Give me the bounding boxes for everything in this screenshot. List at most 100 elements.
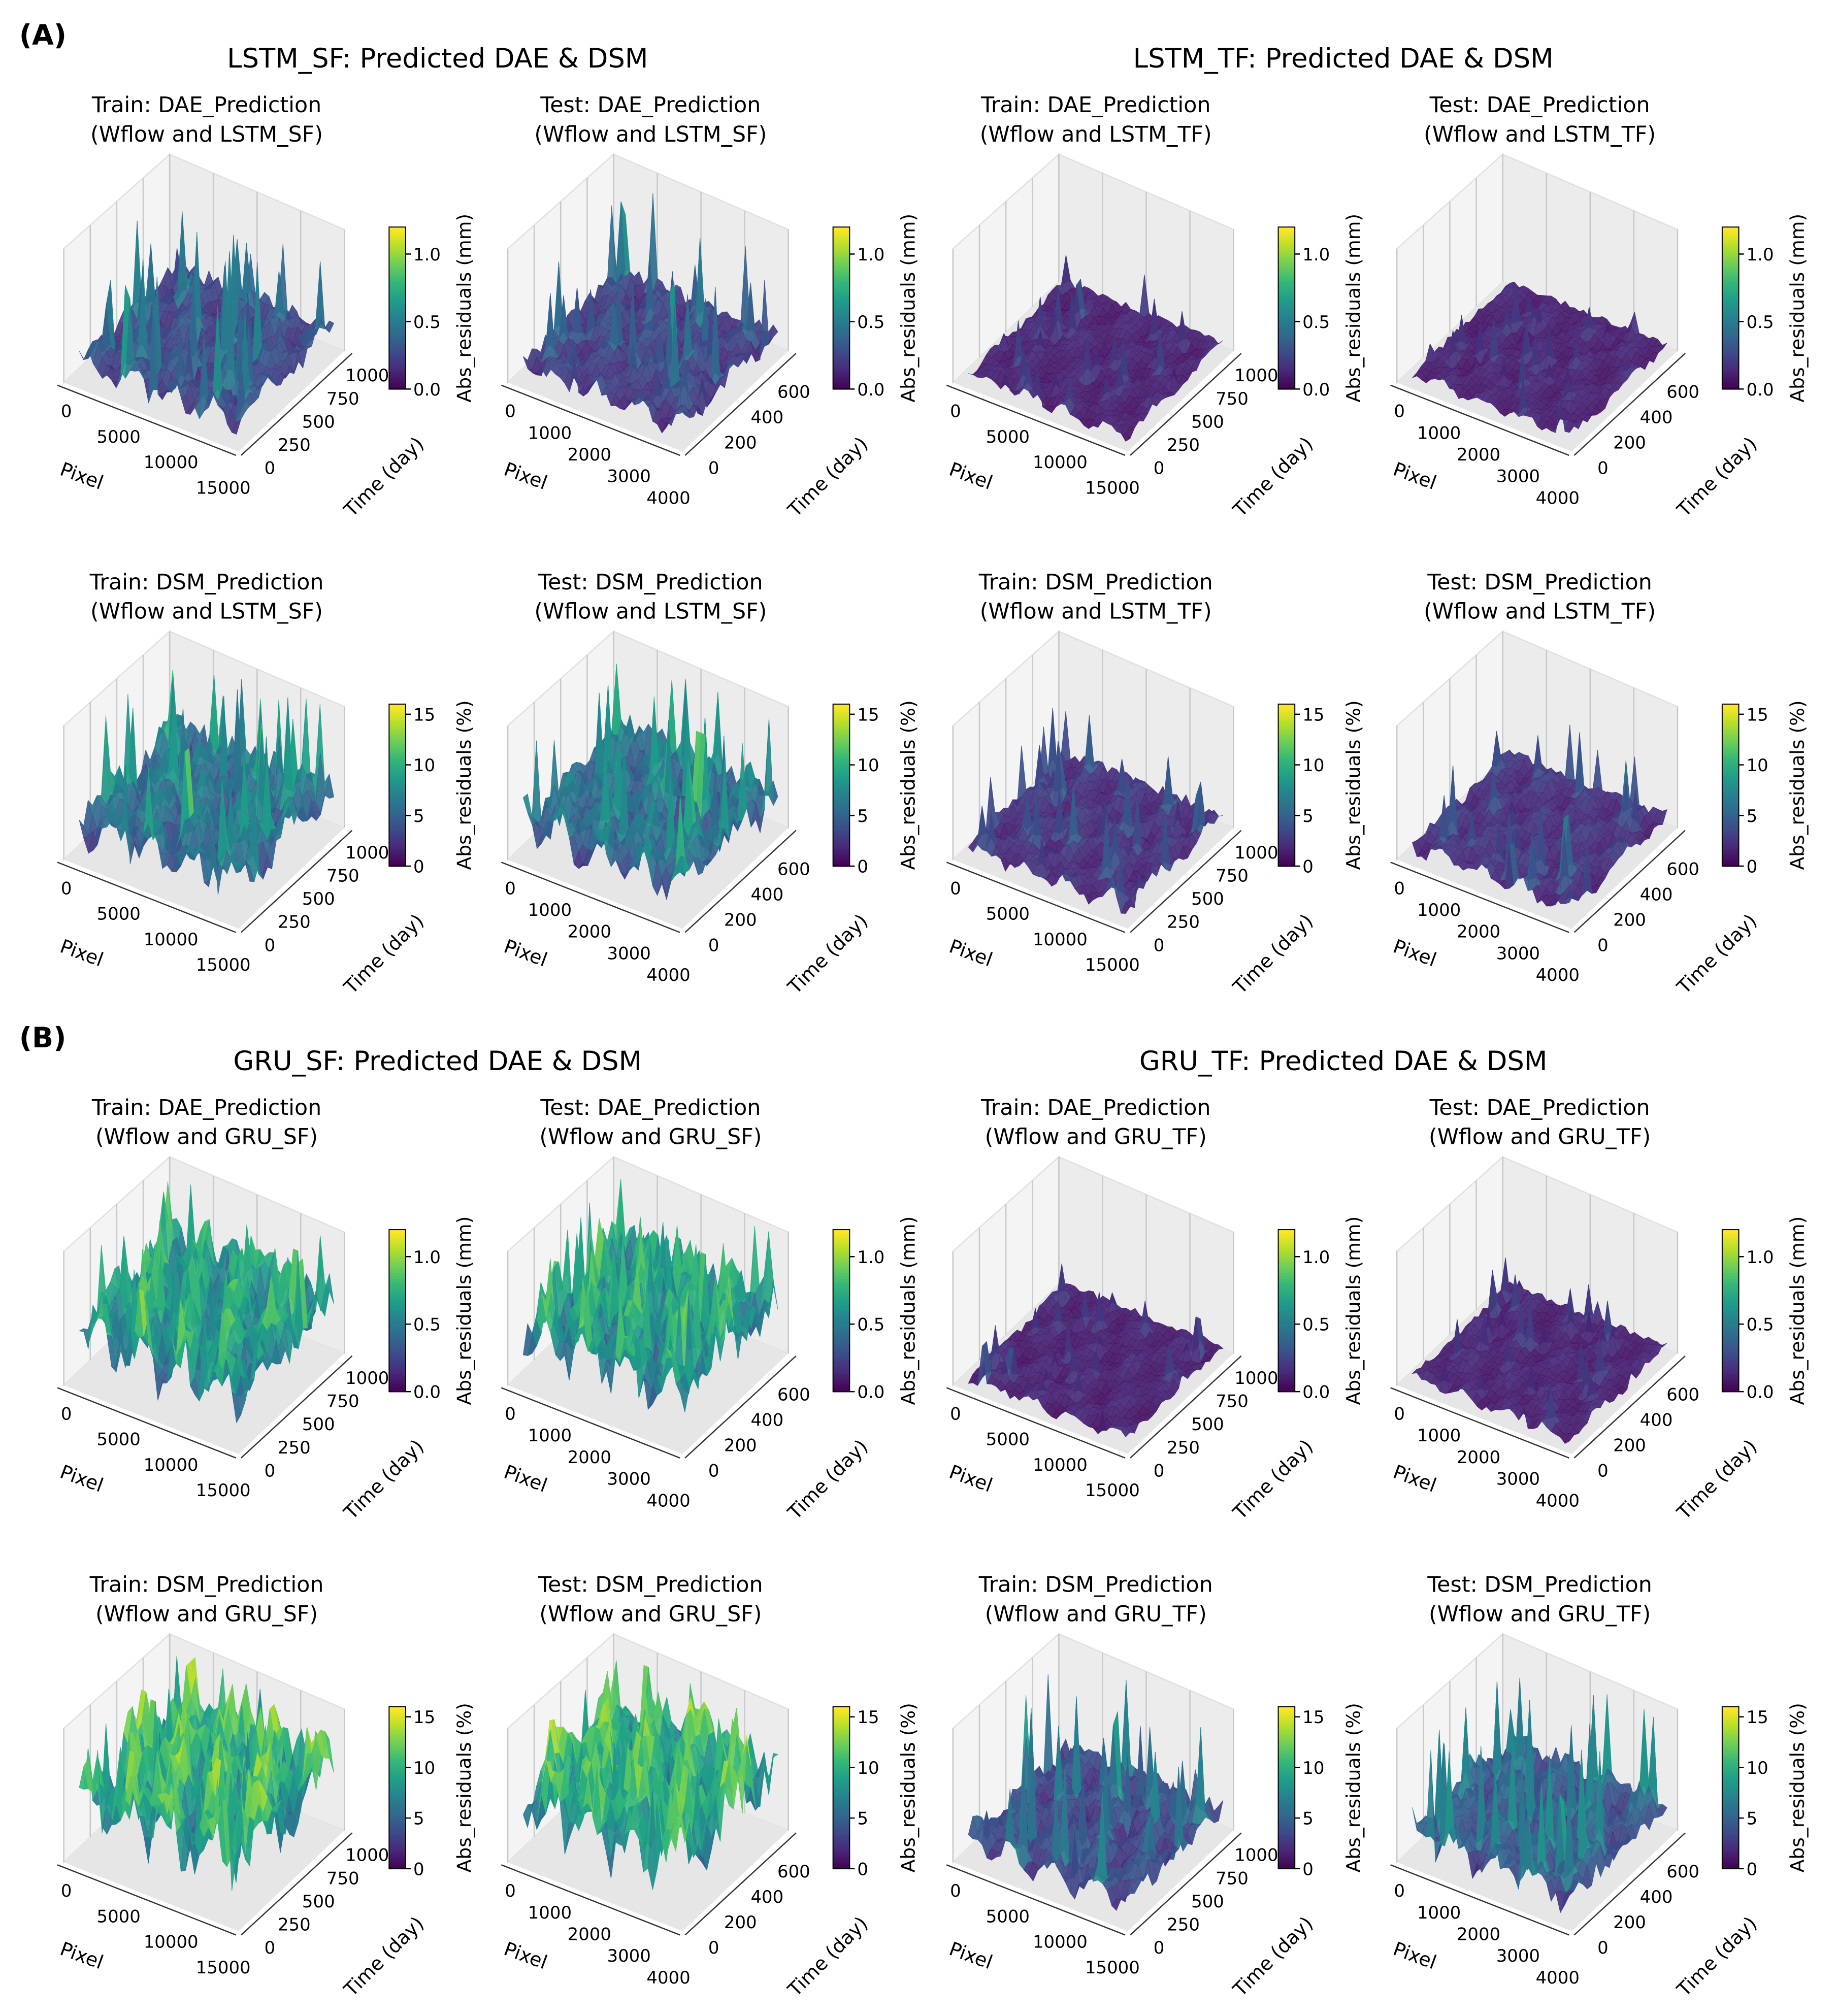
- colorbar-segment: [1278, 363, 1295, 367]
- colorbar-segment: [833, 726, 850, 731]
- colorbar-segment: [389, 775, 406, 778]
- colorbar-segment: [389, 706, 406, 710]
- colorbar-label: Abs_residuals (mm): [1342, 214, 1364, 403]
- colorbar-segment: [1278, 336, 1295, 339]
- colorbar-segment: [389, 325, 406, 329]
- x-axis-label: Pixel: [501, 458, 550, 494]
- x-tick-label: 10000: [144, 930, 199, 949]
- colorbar-segment: [1278, 379, 1295, 382]
- y-tick-label: 0: [265, 935, 276, 955]
- colorbar-segment: [833, 780, 850, 783]
- colorbar: 0.00.51.0 Abs_residuals (mm): [1277, 214, 1364, 403]
- colorbar-segment: [389, 280, 406, 284]
- colorbar-segment: [389, 744, 406, 748]
- colorbar-segment: [389, 851, 406, 854]
- colorbar-segment: [1278, 298, 1295, 302]
- x-axis-label: Pixel: [57, 935, 106, 971]
- colorbar-segment: [389, 265, 406, 269]
- panel-title: Test: DAE_Prediction (Wflow and LSTM_SF): [534, 92, 767, 151]
- colorbar-segment: [833, 358, 850, 362]
- colorbar-segment: [1278, 257, 1295, 261]
- colorbar-segment: [833, 843, 850, 847]
- colorbar-segment: [389, 782, 406, 786]
- colorbar-segment: [833, 331, 850, 334]
- colorbar-segment: [389, 777, 406, 781]
- time-axis: [684, 830, 797, 933]
- colorbar-segment: [389, 856, 406, 860]
- colorbar-segment: [389, 798, 406, 801]
- colorbar-segment: [833, 785, 850, 788]
- colorbar-segment: [1278, 265, 1295, 269]
- colorbar-segment: [389, 831, 406, 834]
- colorbar-segment: [1278, 384, 1295, 387]
- colorbar-segment: [389, 848, 406, 852]
- colorbar-segment: [1278, 277, 1295, 281]
- panel-title: Train: DSM_Prediction (Wflow and LSTM_SF): [90, 569, 324, 628]
- colorbar-tick-label: 1.0: [1302, 245, 1330, 265]
- colorbar-tick-label: 0.5: [1302, 312, 1330, 332]
- colorbar-segment: [389, 229, 406, 233]
- x-axis-label: Pixel: [57, 458, 106, 494]
- colorbar-segment: [1278, 237, 1295, 241]
- colorbar-segment: [833, 265, 850, 269]
- colorbar-segment: [1278, 280, 1295, 284]
- x-tick-label: 15000: [1085, 478, 1140, 498]
- colorbar-segment: [389, 742, 406, 745]
- surface: [79, 670, 335, 895]
- colorbar-segment: [389, 336, 406, 339]
- colorbar-segment: [833, 798, 850, 801]
- colorbar-segment: [389, 262, 406, 266]
- colorbar-segment: [389, 257, 406, 261]
- colorbar-segment: [389, 376, 406, 380]
- colorbar-frame: [832, 703, 850, 867]
- colorbar-segment: [833, 818, 850, 821]
- colorbar-segment: [1278, 229, 1295, 233]
- colorbar-segment: [389, 275, 406, 279]
- colorbar-segment: [389, 237, 406, 241]
- y-tick-label: 0: [708, 458, 719, 478]
- colorbar-segment: [389, 749, 406, 753]
- colorbar-segment: [389, 815, 406, 819]
- colorbar-segment: [833, 250, 850, 253]
- colorbar-segment: [833, 381, 850, 385]
- y-tick-label: 500: [302, 889, 335, 909]
- x-tick-label: 10000: [1033, 452, 1088, 472]
- x-tick-label: 2000: [568, 445, 611, 465]
- colorbar-segment: [389, 315, 406, 319]
- colorbar-segment: [833, 277, 850, 281]
- colorbar-frame: [1277, 226, 1296, 390]
- colorbar-segment: [389, 721, 406, 725]
- colorbar-segment: [389, 780, 406, 783]
- colorbar-segment: [389, 734, 406, 738]
- colorbar-segment: [833, 752, 850, 755]
- colorbar-segment: [1278, 353, 1295, 357]
- colorbar-segment: [833, 384, 850, 387]
- colorbar-segment: [833, 275, 850, 279]
- colorbar-segment: [1278, 358, 1295, 362]
- colorbar-segment: [1278, 250, 1295, 253]
- colorbar-segment: [389, 729, 406, 733]
- x-axis-label: Pixel: [501, 935, 550, 971]
- colorbar-segment: [833, 338, 850, 342]
- colorbar-segment: [1278, 262, 1295, 266]
- colorbar-segment: [389, 810, 406, 814]
- time-axis: [241, 830, 353, 933]
- colorbar-segment: [389, 358, 406, 362]
- colorbar-segment: [833, 846, 850, 849]
- colorbar-segment: [1278, 232, 1295, 236]
- colorbar-segment: [833, 803, 850, 806]
- colorbar-segment: [389, 747, 406, 750]
- colorbar-segment: [389, 739, 406, 743]
- x-tick-label: 5000: [97, 427, 141, 447]
- colorbar-segment: [1278, 328, 1295, 332]
- colorbar-frame: [388, 703, 406, 867]
- colorbar-segment: [1278, 374, 1295, 377]
- colorbar-segment: [1278, 351, 1295, 354]
- colorbar-segment: [1278, 300, 1295, 304]
- colorbar-segment: [389, 762, 406, 766]
- colorbar-segment: [833, 285, 850, 289]
